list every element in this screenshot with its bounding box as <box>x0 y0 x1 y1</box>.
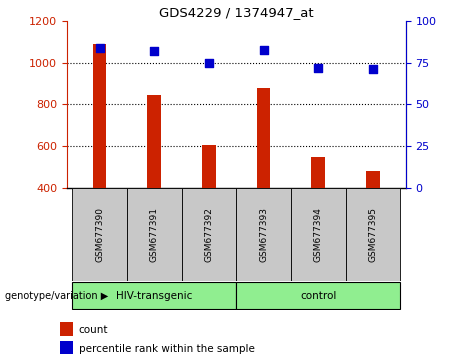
Bar <box>182 188 236 281</box>
Text: GSM677395: GSM677395 <box>368 207 378 262</box>
Point <box>96 45 103 51</box>
Text: GSM677391: GSM677391 <box>150 207 159 262</box>
Bar <box>257 88 271 188</box>
Bar <box>366 171 380 188</box>
Point <box>314 65 322 71</box>
Text: HIV-transgenic: HIV-transgenic <box>116 291 193 301</box>
Bar <box>236 282 400 309</box>
Point <box>151 48 158 54</box>
Bar <box>72 282 236 309</box>
Text: count: count <box>79 325 108 335</box>
Bar <box>59 322 73 336</box>
Bar <box>236 188 291 281</box>
Bar <box>127 188 182 281</box>
Text: GSM677390: GSM677390 <box>95 207 104 262</box>
Text: GSM677394: GSM677394 <box>314 207 323 262</box>
Text: control: control <box>300 291 337 301</box>
Bar <box>72 188 127 281</box>
Point <box>369 67 377 72</box>
Bar <box>312 157 325 188</box>
Bar <box>59 342 73 354</box>
Point <box>205 60 213 66</box>
Bar <box>346 188 400 281</box>
Text: genotype/variation ▶: genotype/variation ▶ <box>5 291 108 301</box>
Bar <box>291 188 346 281</box>
Point <box>260 47 267 52</box>
Title: GDS4229 / 1374947_at: GDS4229 / 1374947_at <box>159 6 313 19</box>
Text: GSM677393: GSM677393 <box>259 207 268 262</box>
Bar <box>93 44 106 188</box>
Bar <box>148 95 161 188</box>
Text: percentile rank within the sample: percentile rank within the sample <box>79 344 255 354</box>
Bar <box>202 145 216 188</box>
Text: GSM677392: GSM677392 <box>204 207 213 262</box>
